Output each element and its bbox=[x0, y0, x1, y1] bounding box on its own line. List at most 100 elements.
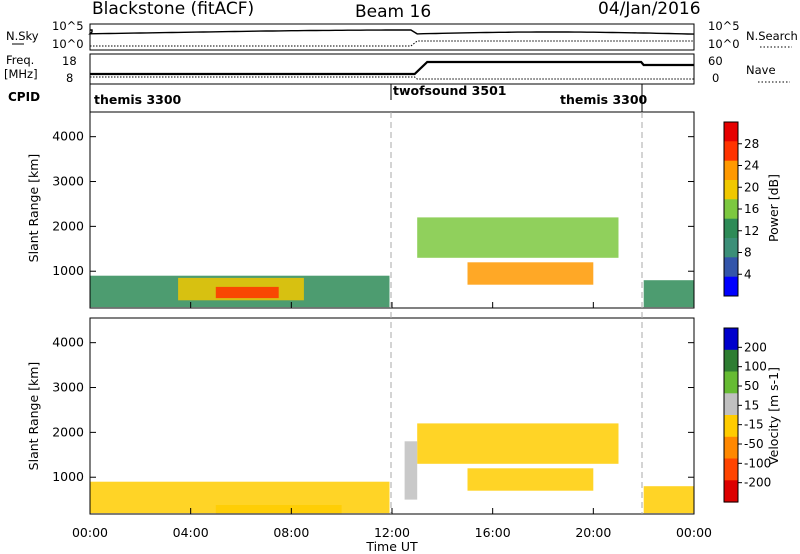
velocity-colorbar-swatch-7 bbox=[724, 480, 738, 503]
freq-left-label-2: [MHz] bbox=[4, 67, 38, 81]
power-marks bbox=[90, 217, 694, 308]
power-colorbar-swatch-7 bbox=[724, 257, 738, 278]
noise-right-label: N.Search bbox=[746, 29, 798, 43]
velocity-yaxis: 4000 3000 2000 1000 bbox=[52, 335, 694, 484]
velocity-colorbar: 200 100 50 15 -15 -50 -100 -200 bbox=[723, 327, 771, 503]
time-tick-label-4: 16:00 bbox=[475, 525, 511, 540]
power-region-3 bbox=[417, 217, 619, 258]
freq-right-tick-top: 60 bbox=[708, 54, 723, 68]
beam-title: Beam 16 bbox=[355, 2, 431, 22]
cpid-segment-2: themis 3300 bbox=[560, 92, 648, 107]
velocity-colorbar-tick-label-6: -100 bbox=[744, 456, 771, 470]
power-colorbar-swatch-4 bbox=[724, 199, 738, 220]
power-colorbar-swatch-8 bbox=[724, 276, 738, 297]
power-region-5 bbox=[643, 280, 694, 308]
noise-left-tick-bottom: 10^0 bbox=[52, 37, 84, 51]
noise-right-tick-top: 10^5 bbox=[708, 19, 740, 33]
velocity-region-1 bbox=[215, 505, 342, 514]
velocity-colorbar-swatch-0 bbox=[724, 328, 738, 351]
freq-left-tick-top: 18 bbox=[62, 54, 77, 68]
velocity-ytick-label-1: 3000 bbox=[52, 380, 84, 395]
time-tick-label-2: 08:00 bbox=[273, 525, 309, 540]
power-colorbar-tick-label-0: 28 bbox=[744, 137, 759, 151]
noise-panel-frame bbox=[89, 23, 695, 51]
velocity-colorbar-label: Velocity [m s-1] bbox=[766, 367, 781, 465]
velocity-colorbar-swatch-6 bbox=[724, 458, 738, 481]
velocity-colorbar-tick-label-0: 200 bbox=[744, 340, 767, 354]
velocity-ytick-label-0: 4000 bbox=[52, 335, 84, 350]
power-yaxis: 4000 3000 2000 1000 bbox=[52, 129, 694, 278]
power-colorbar-tick-label-3: 16 bbox=[744, 202, 759, 216]
velocity-colorbar-swatch-4 bbox=[724, 415, 738, 438]
velocity-colorbar-swatch-3 bbox=[724, 393, 738, 416]
velocity-region-5 bbox=[643, 486, 694, 514]
power-ytick-label-0: 4000 bbox=[52, 129, 84, 144]
velocity-panel: 4000 3000 2000 1000 Slant Range [km] 200 100… bbox=[26, 317, 781, 515]
velocity-colorbar-tick-label-2: 50 bbox=[744, 379, 759, 393]
velocity-colorbar-tick-label-7: -200 bbox=[744, 476, 771, 490]
power-colorbar-swatch-5 bbox=[724, 218, 738, 239]
time-tick-label-3: 12:00 bbox=[374, 525, 410, 540]
power-colorbar-tick-label-4: 12 bbox=[744, 224, 759, 238]
cpid-segment-1: twofsound 3501 bbox=[393, 83, 506, 98]
nsky-trace bbox=[88, 29, 695, 35]
power-ytick-label-1: 3000 bbox=[52, 174, 84, 189]
power-colorbar-tick-label-5: 8 bbox=[744, 246, 752, 260]
power-colorbar-swatch-2 bbox=[724, 160, 738, 181]
velocity-region-2 bbox=[417, 423, 619, 464]
time-tick-label-6: 00:00 bbox=[676, 525, 712, 540]
date-title: 04/Jan/2016 bbox=[598, 0, 701, 19]
power-ytick-label-2: 2000 bbox=[52, 218, 84, 233]
velocity-colorbar-frame bbox=[723, 327, 739, 503]
freq-panel: Freq. [MHz] 18 8 60 0 Nave bbox=[4, 53, 790, 85]
noise-left-label: N.Sky bbox=[6, 29, 39, 43]
velocity-colorbar-swatch-1 bbox=[724, 349, 738, 373]
velocity-ytick-label-2: 2000 bbox=[52, 424, 84, 439]
time-axis: 00:00 04:00 08:00 12:00 16:00 20:00 00:00 bbox=[72, 302, 712, 540]
noise-panel: N.Sky 10^5 10^0 10^5 10^0 N.Search bbox=[6, 19, 798, 51]
velocity-colorbar-tick-label-4: -15 bbox=[744, 418, 764, 432]
velocity-region-3 bbox=[467, 468, 594, 491]
freq-left-label-1: Freq. bbox=[6, 53, 34, 67]
velocity-colorbar-swatch-2 bbox=[724, 371, 738, 394]
freq-left-tick-bottom: 8 bbox=[66, 71, 73, 85]
power-region-2 bbox=[215, 286, 279, 299]
cpid-label: CPID bbox=[8, 90, 40, 104]
cpid-segment-0: themis 3300 bbox=[94, 92, 182, 107]
freq-right-tick-bottom: 0 bbox=[712, 71, 719, 85]
power-colorbar-swatch-3 bbox=[724, 180, 738, 200]
power-ylabel: Slant Range [km] bbox=[26, 154, 41, 263]
time-axis-label: Time UT bbox=[365, 539, 418, 554]
power-ytick-label-3: 1000 bbox=[52, 263, 84, 278]
velocity-region-4 bbox=[404, 441, 418, 500]
velocity-ytick-label-3: 1000 bbox=[52, 469, 84, 484]
cpid-panel: CPID themis 3300 twofsound 3501 themis 3… bbox=[8, 83, 648, 112]
velocity-colorbar-tick-label-3: 15 bbox=[744, 398, 759, 412]
power-colorbar-tick-label-6: 4 bbox=[744, 267, 752, 281]
time-tick-label-0: 00:00 bbox=[72, 525, 108, 540]
time-tick-label-1: 04:00 bbox=[173, 525, 209, 540]
power-region-4 bbox=[467, 262, 594, 285]
velocity-ylabel: Slant Range [km] bbox=[26, 362, 41, 471]
freq-trace bbox=[90, 60, 694, 76]
nsearch-trace bbox=[90, 40, 694, 47]
velocity-colorbar-tick-label-5: -50 bbox=[744, 437, 764, 451]
power-colorbar: 28 24 20 16 12 8 4 bbox=[723, 121, 759, 297]
power-colorbar-tick-label-2: 20 bbox=[744, 180, 759, 194]
noise-left-tick-top: 10^5 bbox=[52, 19, 84, 33]
velocity-colorbar-swatch-5 bbox=[724, 436, 738, 460]
power-colorbar-tick-label-1: 24 bbox=[744, 159, 759, 173]
power-colorbar-swatch-0 bbox=[724, 122, 738, 142]
freq-panel-frame bbox=[89, 53, 695, 85]
nave-trace bbox=[90, 76, 694, 80]
station-title: Blackstone (fitACF) bbox=[92, 0, 254, 19]
noise-right-tick-bottom: 10^0 bbox=[708, 37, 740, 51]
power-colorbar-swatch-1 bbox=[724, 141, 738, 162]
power-colorbar-swatch-6 bbox=[724, 238, 738, 258]
time-tick-label-5: 20:00 bbox=[575, 525, 611, 540]
power-panel: 4000 3000 2000 1000 Slant Range [km] 28 24 20… bbox=[26, 111, 781, 309]
velocity-marks bbox=[90, 423, 694, 514]
velocity-colorbar-tick-label-1: 100 bbox=[744, 360, 767, 374]
power-colorbar-label: Power [dB] bbox=[766, 174, 781, 242]
